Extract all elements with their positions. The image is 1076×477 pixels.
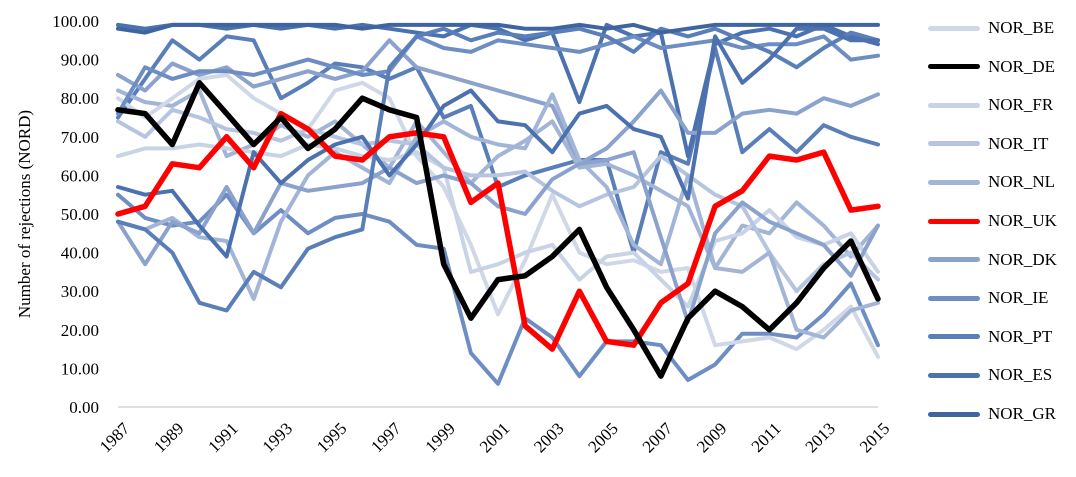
- y-tick-label: 80.00: [61, 89, 99, 108]
- legend-item: NOR_IE: [928, 285, 1048, 311]
- legend-item: NOR_ES: [928, 362, 1052, 388]
- x-tick-label: 2015: [856, 419, 893, 456]
- legend-item: NOR_DK: [928, 247, 1057, 273]
- series-line-nor-uk: [115, 110, 881, 352]
- y-tick-label: 10.00: [61, 359, 99, 378]
- x-tick-label: 2011: [748, 419, 785, 456]
- legend-swatch: [928, 295, 980, 301]
- legend-item: NOR_GR: [928, 401, 1056, 427]
- y-tick-label: 30.00: [61, 282, 99, 301]
- legend-label: NOR_ES: [988, 365, 1053, 385]
- x-tick-label: 2007: [639, 419, 677, 457]
- legend-item: NOR_PT: [928, 324, 1052, 350]
- series-line-nor-be: [116, 73, 880, 359]
- legend-label: NOR_DE: [988, 56, 1056, 76]
- line-chart: 0.00 10.00 20.00 30.00 40.00 50.00 60.00 70.00 8…: [15, 12, 893, 457]
- series-line-nor-de: [115, 80, 881, 379]
- series-line-nor-nl: [116, 92, 880, 340]
- series-line-unlabeled-3: [116, 192, 880, 386]
- legend-label: NOR_DK: [988, 249, 1057, 269]
- legend-swatch: [928, 411, 980, 417]
- x-tick-label: 2013: [802, 419, 839, 456]
- y-tick-label: 100.00: [52, 12, 99, 31]
- legend-item: NOR_BE: [928, 15, 1054, 41]
- y-tick-label: 60.00: [61, 166, 99, 185]
- y-axis-title: Number of rejections (NORD): [15, 110, 34, 318]
- x-tick-label: 1987: [96, 419, 134, 457]
- legend-swatch: [928, 334, 980, 340]
- legend-item: NOR_IT: [928, 131, 1048, 157]
- legend-item: NOR_NL: [928, 169, 1055, 195]
- series-line-nor-gr: [116, 22, 880, 35]
- x-tick-label: 2005: [584, 419, 621, 456]
- x-tick-label: 1991: [204, 419, 241, 456]
- y-tick-label: 40.00: [61, 244, 99, 263]
- legend-swatch: [928, 257, 980, 263]
- series-line-nor-dk: [116, 150, 880, 325]
- x-tick-label: 1993: [259, 419, 296, 456]
- x-tick-label: 2003: [530, 419, 567, 456]
- legend-label: NOR_BE: [988, 18, 1055, 37]
- y-tick-label: 0.00: [69, 398, 99, 417]
- y-tick-label: 70.00: [61, 128, 99, 147]
- plot-area: [115, 22, 881, 386]
- x-tick-label: 1995: [313, 419, 350, 456]
- legend-label: NOR_IT: [988, 133, 1049, 153]
- y-tick-label: 50.00: [61, 205, 99, 224]
- legend-swatch: [928, 372, 980, 378]
- legend-label: NOR_IE: [988, 288, 1049, 308]
- y-tick-label: 90.00: [61, 51, 99, 70]
- legend-swatch: [928, 25, 980, 31]
- x-tick-label: 1989: [150, 419, 187, 456]
- y-tick-label: 20.00: [61, 321, 99, 340]
- legend-label: NOR_GR: [988, 404, 1057, 423]
- legend-swatch: [928, 141, 980, 147]
- legend-label: NOR_NL: [988, 172, 1056, 192]
- legend-item: NOR_FR: [928, 92, 1053, 118]
- x-axis: 1987 1989 1991 1993 1995 1997 1999 2001 2003 2005…: [96, 406, 893, 457]
- series-line-nor-pt: [116, 26, 880, 313]
- x-tick-label: 2001: [476, 419, 513, 456]
- legend-label: NOR_PT: [988, 326, 1053, 346]
- legend-label: NOR_FR: [988, 95, 1054, 115]
- x-tick-label: 2009: [693, 419, 730, 456]
- series-line-unlabeled-4: [116, 38, 880, 166]
- legend-swatch: [928, 218, 980, 224]
- legend-item: NOR_DE: [928, 54, 1055, 80]
- x-tick-label: 1997: [367, 419, 405, 457]
- legend-swatch: [928, 179, 980, 185]
- series-line-nor-ie: [116, 34, 880, 116]
- legend-swatch: [928, 64, 980, 70]
- x-tick-label: 1999: [422, 419, 459, 456]
- legend-swatch: [928, 102, 980, 108]
- legend-item: NOR_UK: [928, 208, 1057, 234]
- y-axis: 0.00 10.00 20.00 30.00 40.00 50.00 60.00 70.00 8…: [52, 12, 99, 417]
- series-line-nor-es: [116, 26, 880, 259]
- legend-label: NOR_UK: [988, 211, 1057, 230]
